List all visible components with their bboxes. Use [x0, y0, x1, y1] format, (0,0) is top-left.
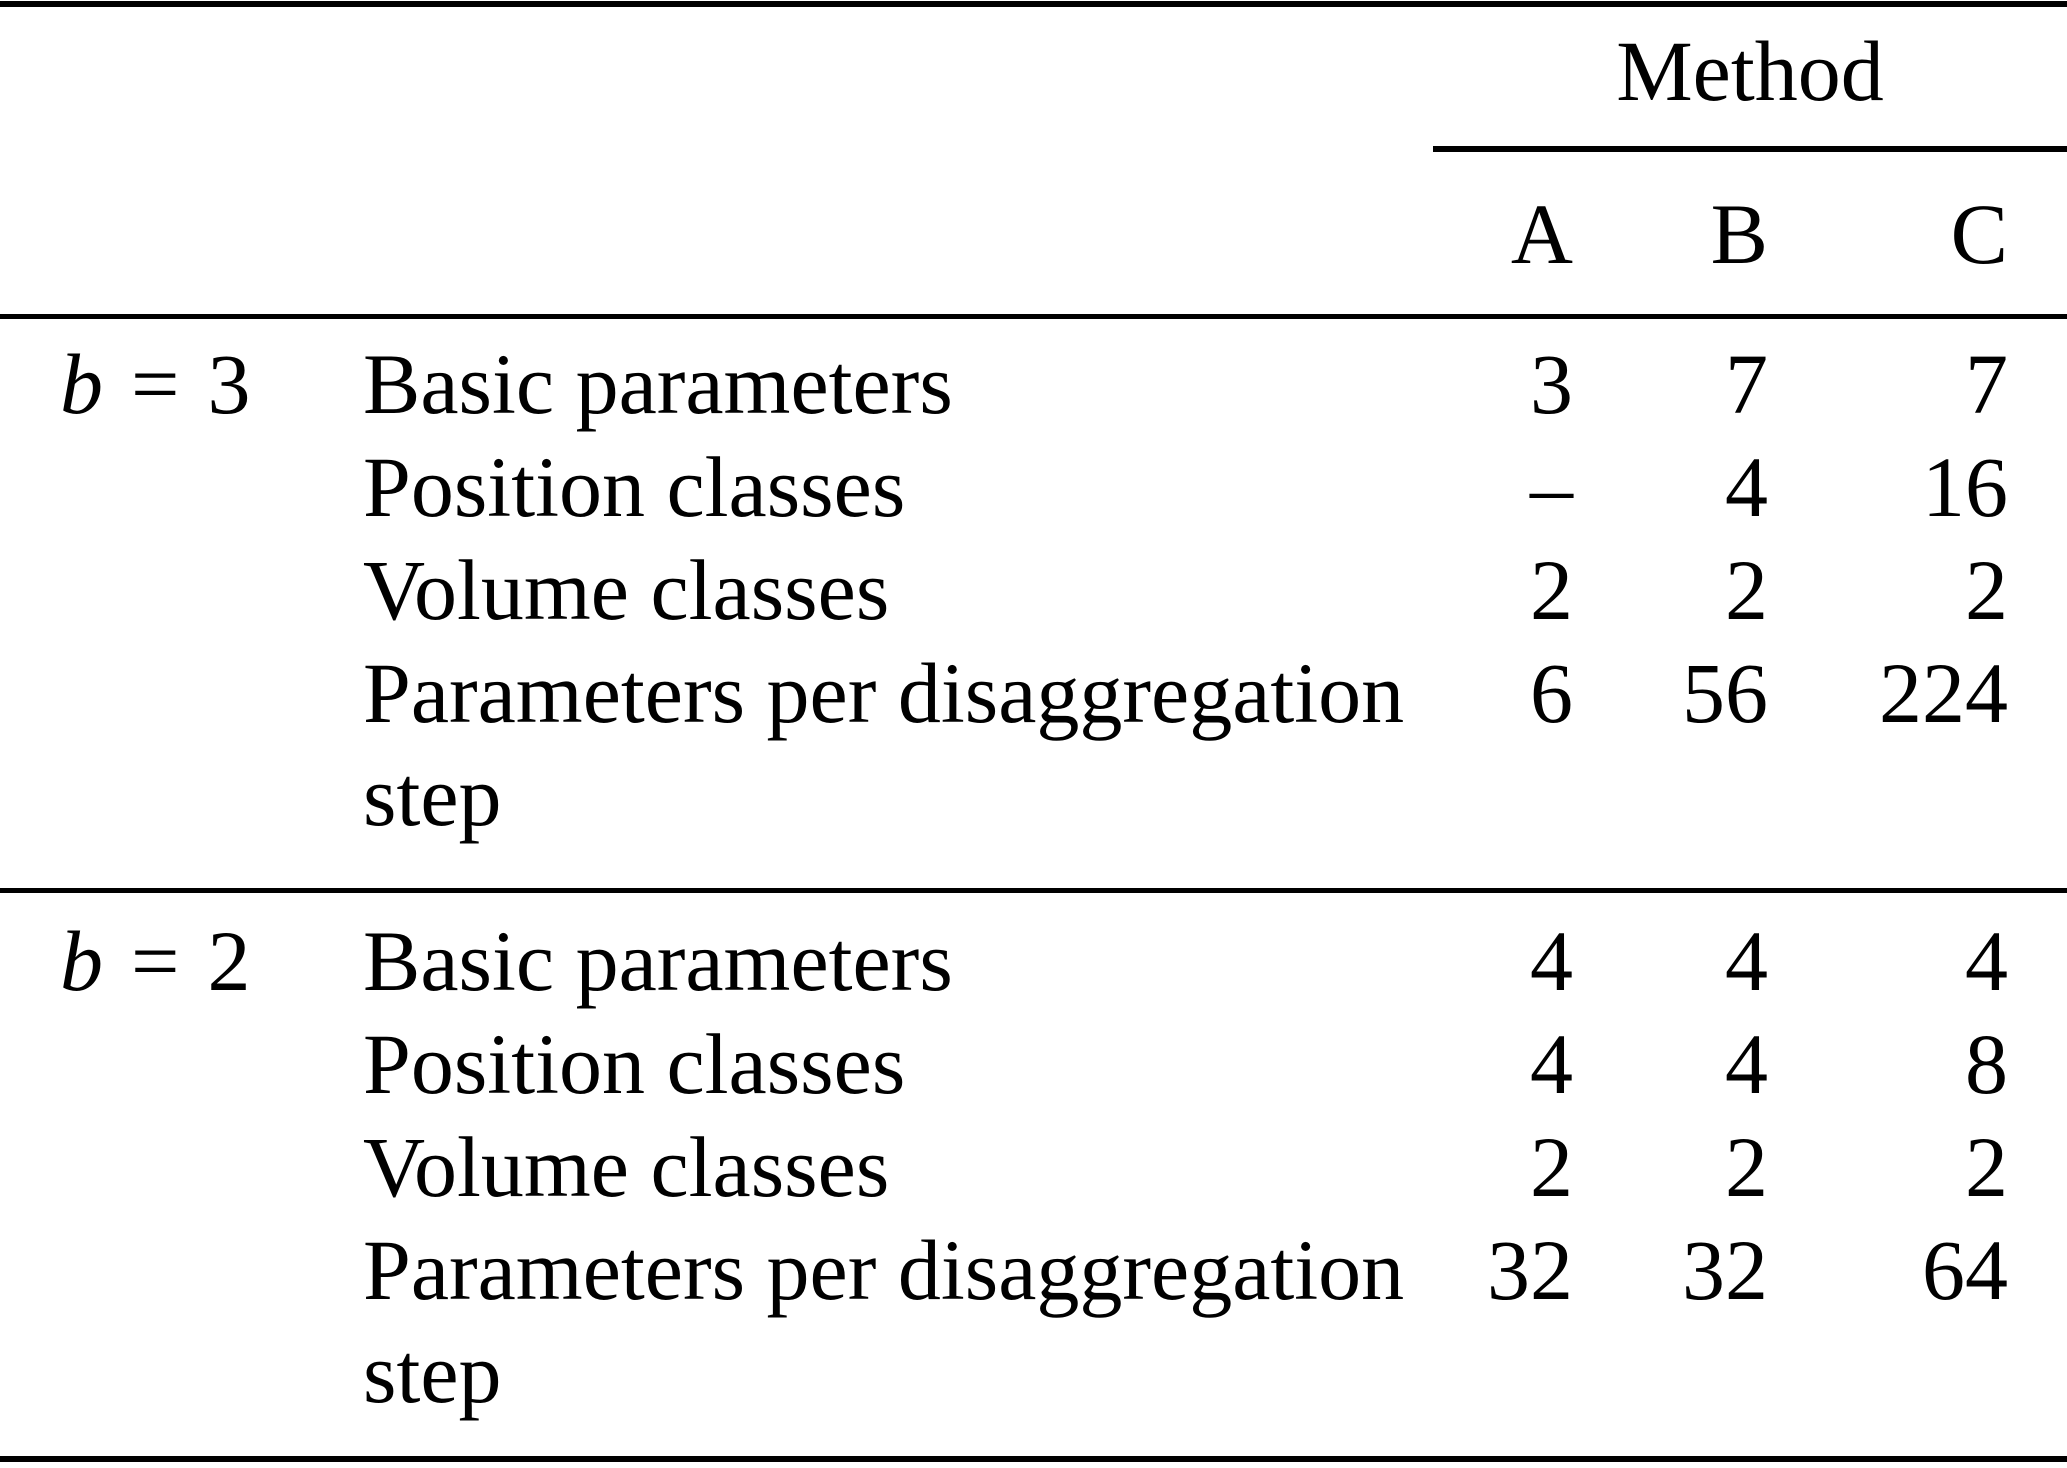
cell-value: 4: [1725, 439, 1768, 535]
cell-value: 2: [1530, 542, 1573, 638]
row-label: Volume classes: [363, 542, 890, 638]
group-variable: b: [60, 913, 103, 1009]
column-group-title: Method: [1616, 23, 1884, 119]
table-top-rule: [0, 1, 2067, 7]
cell-value: 7: [1725, 336, 1768, 432]
group-operator: =: [131, 913, 180, 1009]
group-operator: =: [131, 336, 180, 432]
header-separator-rule: [0, 314, 2067, 319]
cell-value: 2: [1530, 1119, 1573, 1215]
cell-value: 7: [1965, 336, 2008, 432]
cell-value: 3: [1530, 336, 1573, 432]
group-variable: b: [60, 336, 103, 432]
cell-value: 224: [1879, 645, 2008, 741]
row-label: Position classes: [363, 1016, 906, 1112]
cell-value: 16: [1922, 439, 2008, 535]
cell-value: 4: [1965, 913, 2008, 1009]
group-label-b3: b = 3: [60, 333, 251, 436]
cell-value: 2: [1725, 542, 1768, 638]
cell-value: 4: [1725, 1016, 1768, 1112]
cell-value: 2: [1965, 542, 2008, 638]
row-label: Basic parameters: [363, 336, 953, 432]
cell-value: 8: [1965, 1016, 2008, 1112]
cell-value: 32: [1682, 1222, 1768, 1318]
group-value: 2: [207, 913, 251, 1009]
row-label: Volume classes: [363, 1119, 890, 1215]
cell-value: 4: [1530, 1016, 1573, 1112]
section-separator-rule: [0, 888, 2067, 893]
column-header-b: B: [1710, 186, 1768, 282]
cell-value: 56: [1682, 645, 1768, 741]
row-label: Parameters per disaggregation step: [363, 1222, 1405, 1421]
cell-value: 2: [1965, 1119, 2008, 1215]
row-label: Parameters per disaggregation step: [363, 645, 1405, 844]
method-column-group-rule: [1433, 146, 2067, 152]
cell-value: 2: [1725, 1119, 1768, 1215]
cell-value: 6: [1530, 645, 1573, 741]
row-label: Position classes: [363, 439, 906, 535]
cell-value: 4: [1530, 913, 1573, 1009]
cell-value: 4: [1725, 913, 1768, 1009]
cell-value: 32: [1487, 1222, 1573, 1318]
column-header-c: C: [1950, 186, 2008, 282]
table-bottom-rule: [0, 1456, 2067, 1462]
cell-value: –: [1530, 439, 1573, 535]
group-value: 3: [207, 336, 251, 432]
group-label-b2: b = 2: [60, 910, 251, 1013]
cell-value: 64: [1922, 1222, 2008, 1318]
row-label: Basic parameters: [363, 913, 953, 1009]
column-header-a: A: [1510, 186, 1573, 282]
